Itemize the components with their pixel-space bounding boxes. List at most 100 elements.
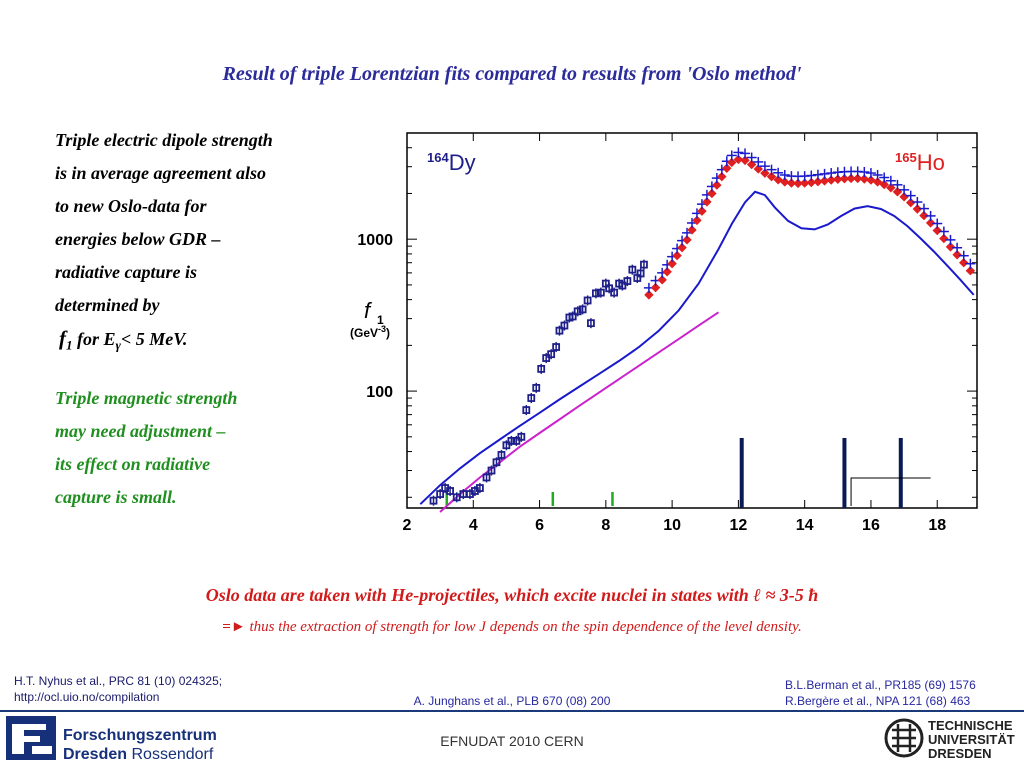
dy-point (527, 394, 536, 402)
ho-point (712, 180, 722, 190)
ho-point (760, 168, 770, 178)
slide-title: Result of triple Lorentzian fits compare… (222, 63, 802, 85)
ho-point (886, 183, 896, 193)
transition-bar (842, 438, 847, 508)
dy-point (618, 281, 627, 290)
left-description: Triple electric dipole strength is in av… (55, 124, 345, 514)
ho-point (682, 235, 692, 245)
dy-point (591, 289, 600, 298)
f-sub: 1 (66, 337, 73, 353)
ho-point (662, 267, 672, 277)
x-tick-label: 10 (663, 517, 681, 534)
y-tick-label: 100 (366, 384, 393, 401)
ho-point (786, 178, 797, 188)
ref-nyhus-line: H.T. Nyhus et al., PRC 81 (10) 024325; (14, 674, 223, 688)
x-tick-label: 2 (403, 517, 412, 534)
gamma-sub: γ (115, 337, 121, 353)
ho-point (799, 178, 810, 188)
dy-point (429, 496, 438, 505)
ho-point (945, 242, 956, 252)
ref-oslo-link[interactable]: http://ocl.uio.no/compilation (14, 690, 160, 704)
para1-line: energies below GDR – (55, 229, 221, 249)
dy-point (560, 321, 569, 330)
tud-logo-text: TECHNISCHE UNIVERSITÄT DRESDEN (928, 719, 1015, 761)
ho-point (697, 206, 707, 216)
fzd-name-line1: Forschungszentrum (63, 727, 217, 744)
fzd-logo-icon (6, 716, 56, 760)
ho-point (932, 225, 942, 236)
tud-line3: DRESDEN (928, 746, 992, 761)
ref-nyhus: H.T. Nyhus et al., PRC 81 (10) 024325; h… (14, 673, 222, 705)
ho-point (793, 178, 803, 189)
para1-line: is in average agreement also (55, 163, 266, 183)
y-axis-label: f (364, 298, 373, 323)
ho-point (687, 225, 697, 235)
dy-label: 164Dy (427, 150, 476, 175)
ho-point (773, 175, 783, 185)
x-tick-label: 16 (862, 517, 880, 534)
dy-point (522, 406, 531, 414)
dy-point (476, 484, 484, 492)
dy-point (578, 305, 587, 314)
dy-point (507, 437, 516, 445)
ho-point (672, 250, 682, 261)
dy-point (610, 288, 619, 297)
ho-point (866, 175, 876, 185)
para1-line: radiative capture is (55, 262, 197, 282)
oslo-consequence-text: thus the extraction of strength for low … (245, 619, 802, 635)
ho-label: 165Ho (895, 150, 945, 175)
ho-point (657, 275, 667, 285)
for-e: for E (72, 329, 116, 349)
plot-frame (406, 132, 978, 509)
ho-point (722, 163, 732, 173)
ref-bergere-line: R.Bergère et al., NPA 121 (68) 463 (785, 694, 971, 708)
dy-point (573, 307, 582, 316)
dy-point (517, 432, 526, 441)
tud-line1: TECHNISCHE (928, 718, 1013, 733)
arrow-symbol: =► (222, 619, 246, 635)
ho-point (650, 282, 661, 293)
para2-line: Triple magnetic strength (55, 387, 238, 408)
dy-point (497, 451, 506, 459)
ho-point (727, 157, 737, 168)
dy-point (555, 326, 564, 335)
dy-point (547, 350, 556, 359)
para1-line: Triple electric dipole strength (55, 130, 273, 150)
ho-point (859, 174, 870, 184)
para2-line: capture is small. (55, 486, 177, 507)
ho-point (952, 250, 962, 260)
dy-point (487, 466, 496, 475)
dy-point (482, 473, 491, 482)
ho-point (959, 258, 969, 268)
fzd-dresden: Dresden (63, 746, 128, 763)
ho-point (702, 197, 712, 207)
ho-point (780, 177, 790, 187)
footer-divider (0, 710, 1024, 712)
dy-point (628, 265, 637, 274)
para1-line: to new Oslo-data for (55, 196, 207, 216)
para2-line: may need adjustment – (55, 420, 226, 441)
x-tick-label: 14 (796, 517, 814, 534)
oslo-fit-curve (439, 311, 720, 513)
dy-point (492, 458, 501, 467)
dy-point (436, 490, 445, 498)
transition-bar (898, 438, 903, 508)
ref-junghans: A. Junghans et al., PLB 670 (08) 200 (413, 694, 611, 708)
ho-point (912, 204, 923, 214)
x-tick-label: 18 (928, 517, 946, 534)
strength-chart: 2 4 6 8 10 12 14 16 18 100 1000 f 1(GeV-3) 164Dy 165Ho (350, 132, 978, 534)
ho-point (919, 210, 929, 221)
ho-point (667, 258, 677, 269)
ho-point (852, 173, 863, 184)
para2-line: its effect on radiative (55, 453, 211, 474)
fzd-logo-text: Forschungszentrum Dresden Rossendorf (63, 726, 217, 764)
ho-point (925, 218, 936, 228)
oslo-note: Oslo data are taken with He-projectiles,… (205, 585, 819, 605)
dy-point (640, 260, 648, 269)
ho-point (717, 171, 727, 182)
y-axis-label-sub: 1 (377, 313, 384, 327)
x-tick-label: 12 (729, 517, 747, 534)
dy-point (636, 269, 645, 278)
ho-point (733, 154, 744, 165)
fzd-rossendorf: Rossendorf (131, 746, 214, 763)
